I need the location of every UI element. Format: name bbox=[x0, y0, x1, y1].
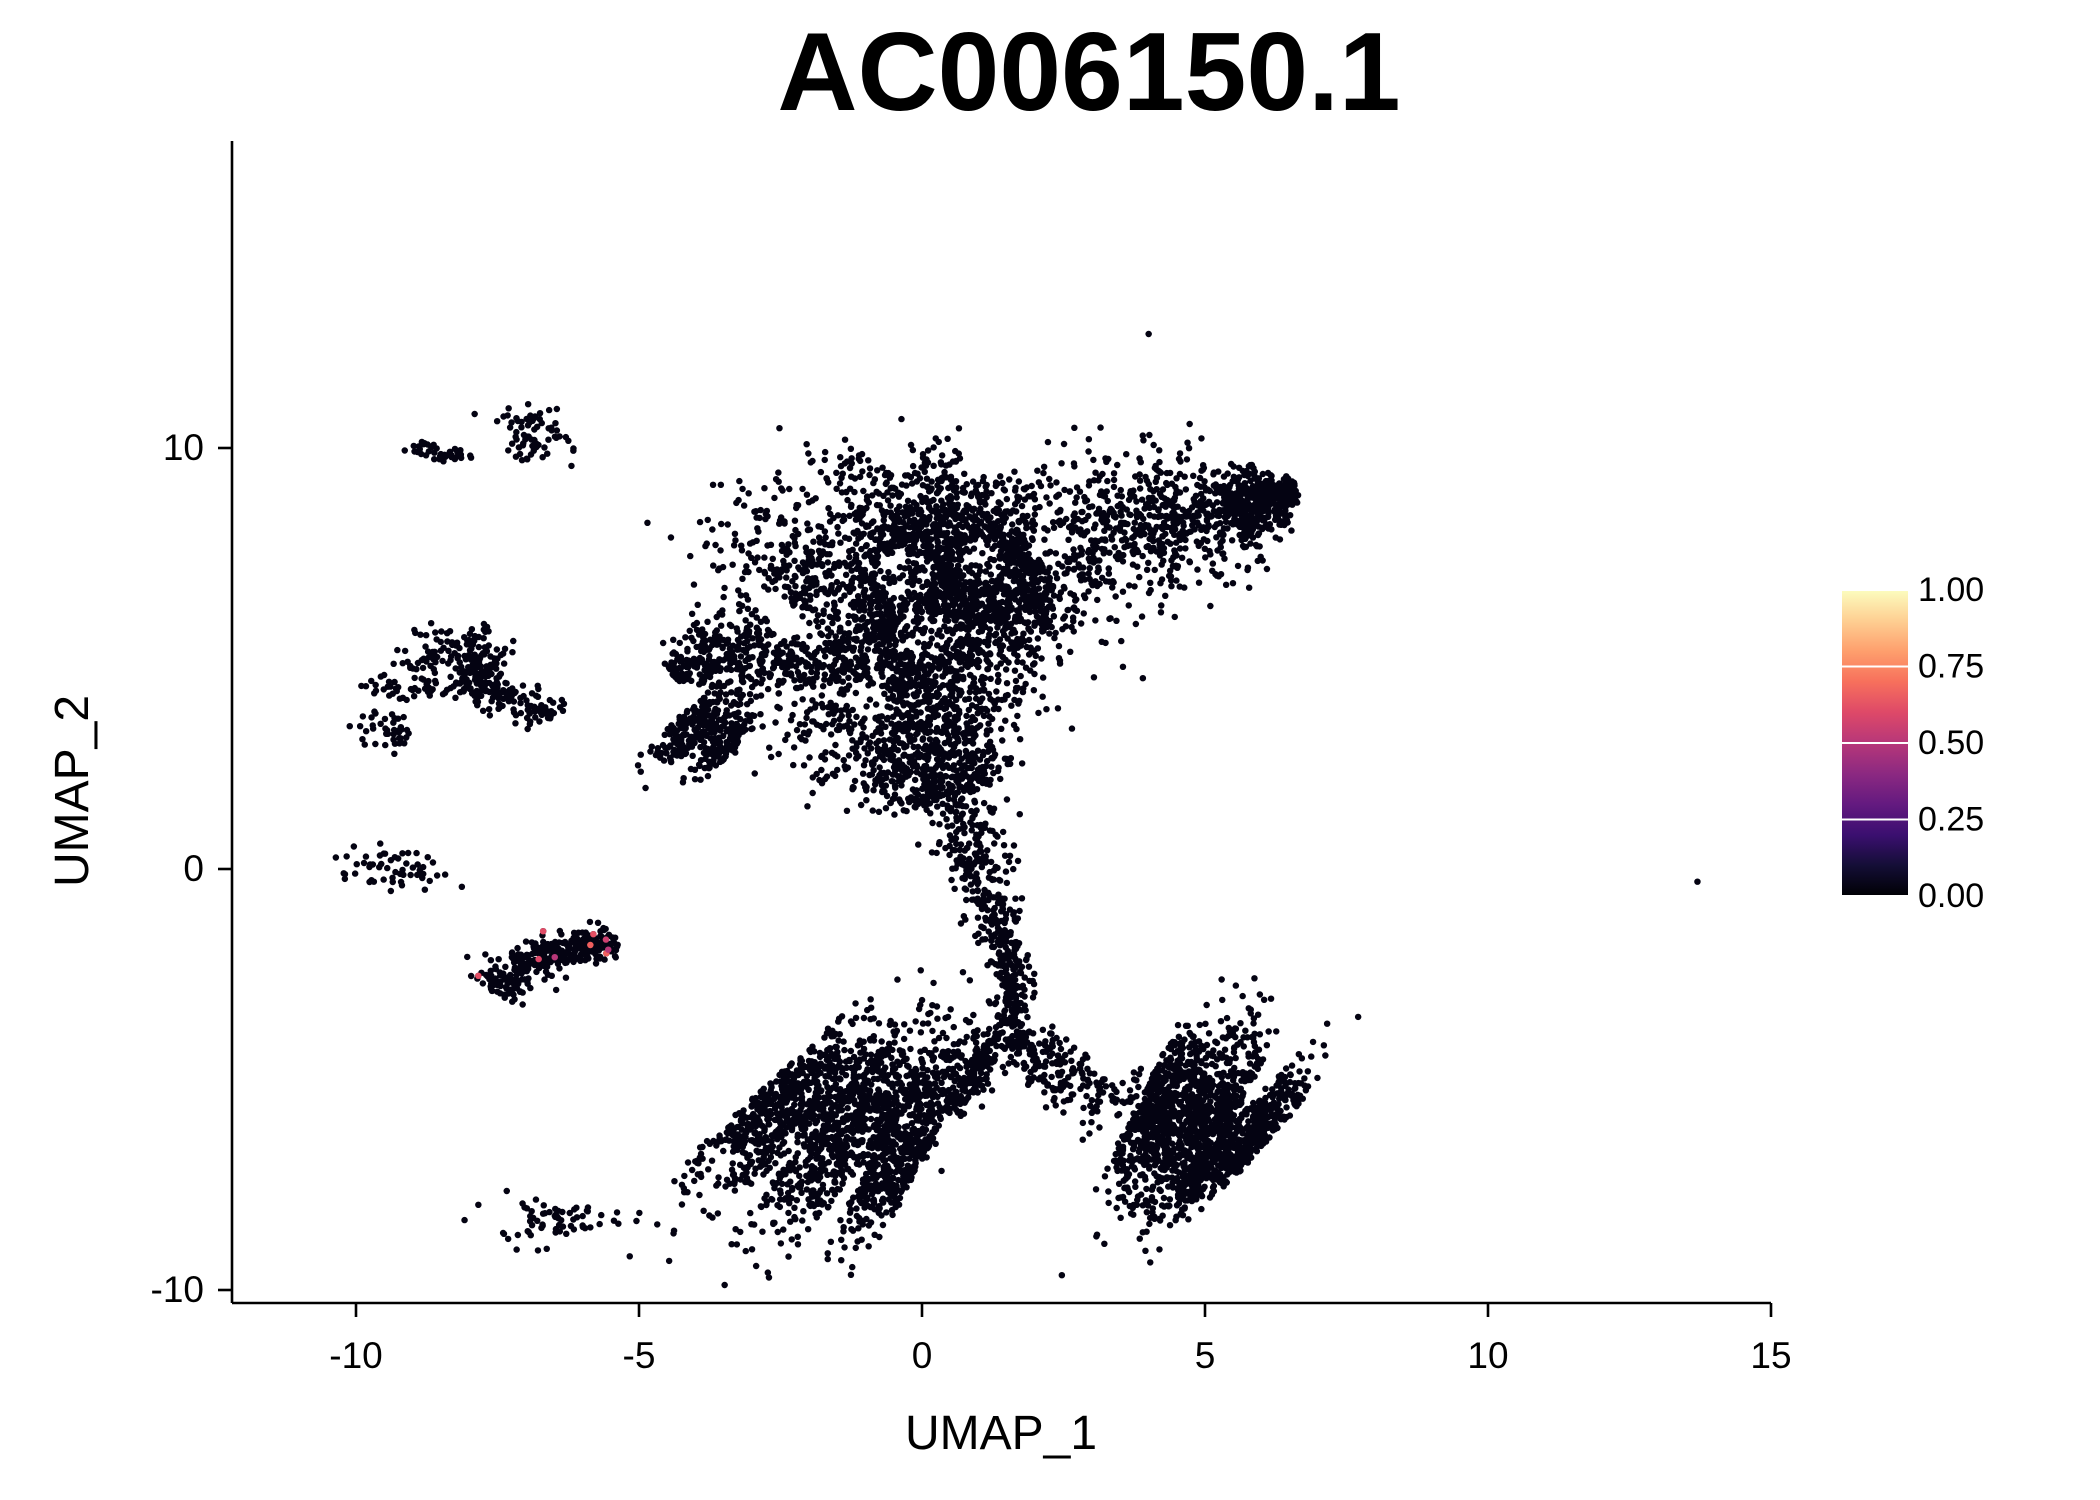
svg-text:-10: -10 bbox=[151, 1269, 204, 1310]
svg-text:0.75: 0.75 bbox=[1918, 648, 1984, 686]
svg-text:-5: -5 bbox=[623, 1335, 656, 1376]
svg-text:-10: -10 bbox=[329, 1335, 382, 1376]
svg-text:UMAP_1: UMAP_1 bbox=[905, 1407, 1097, 1460]
svg-text:0.50: 0.50 bbox=[1918, 724, 1984, 762]
svg-text:UMAP_2: UMAP_2 bbox=[46, 695, 99, 887]
svg-text:0: 0 bbox=[912, 1335, 933, 1376]
svg-text:10: 10 bbox=[1467, 1335, 1508, 1376]
svg-text:10: 10 bbox=[163, 427, 204, 468]
svg-text:0.00: 0.00 bbox=[1918, 877, 1984, 915]
svg-text:1.00: 1.00 bbox=[1918, 571, 1984, 609]
svg-text:5: 5 bbox=[1195, 1335, 1216, 1376]
svg-text:0: 0 bbox=[183, 848, 204, 889]
svg-text:AC006150.1: AC006150.1 bbox=[777, 10, 1400, 134]
svg-text:15: 15 bbox=[1750, 1335, 1791, 1376]
svg-text:0.25: 0.25 bbox=[1918, 801, 1984, 839]
